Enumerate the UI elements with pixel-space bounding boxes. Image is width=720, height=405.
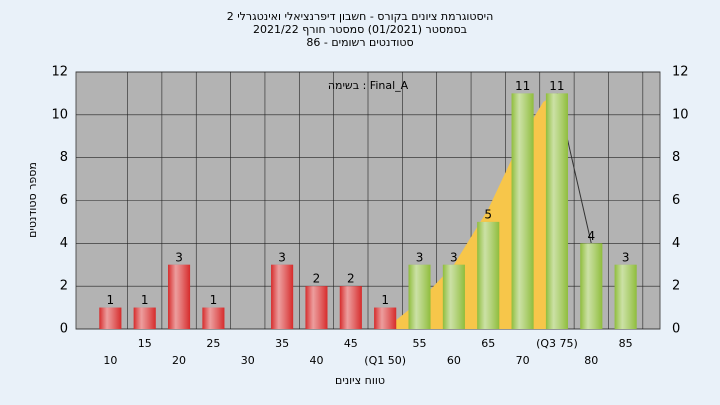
x-tick-label: (Q3 75)	[536, 337, 578, 350]
data-label: 1	[210, 293, 218, 307]
bar-shine	[580, 243, 603, 329]
y-tick-label-right: 12	[672, 65, 689, 80]
bar-shine	[99, 307, 122, 329]
x-axis-title: טווח ציונים	[335, 374, 385, 387]
title-line: היסטוגרמת ציונים בקורס - חשבון דיפרנציאל…	[227, 10, 494, 23]
data-label: 11	[549, 79, 564, 93]
bar-shine	[168, 264, 191, 329]
bar-shine	[408, 264, 431, 329]
data-label: 11	[515, 79, 530, 93]
y-axis-title: מספר סטודנטים	[26, 162, 39, 238]
x-tick-label: 65	[481, 337, 495, 350]
x-tick-label: 85	[619, 337, 633, 350]
y-tick-label-right: 2	[672, 279, 680, 294]
y-tick-label: 4	[60, 236, 68, 251]
data-label: 3	[175, 250, 183, 264]
data-label: 2	[313, 272, 321, 286]
annotation: בשימה : Final_A	[328, 79, 409, 92]
data-label: 3	[622, 250, 630, 264]
bar-shine	[202, 307, 225, 329]
y-tick-label: 0	[60, 322, 68, 337]
data-label: 1	[381, 293, 389, 307]
y-tick-label: 2	[60, 279, 68, 294]
y-tick-label-right: 10	[672, 107, 689, 122]
y-tick-label-right: 4	[672, 236, 680, 251]
x-tick-label: 15	[138, 337, 152, 350]
data-label: 4	[587, 229, 595, 243]
x-tick-label: 80	[584, 354, 598, 367]
bar-shine	[305, 286, 328, 329]
x-tick-label: 10	[103, 354, 117, 367]
data-label: 3	[450, 250, 458, 264]
x-tick-label: 45	[344, 337, 358, 350]
data-label: 5	[484, 207, 492, 221]
y-tick-label-right: 6	[672, 193, 680, 208]
bar-shine	[511, 93, 534, 330]
y-tick-label: 6	[60, 193, 68, 208]
y-tick-label-right: 8	[672, 150, 680, 165]
x-tick-label: 55	[413, 337, 427, 350]
y-tick-label-right: 0	[672, 322, 680, 337]
data-label: 1	[141, 293, 149, 307]
bar-shine	[133, 307, 156, 329]
bar-shine	[614, 264, 637, 329]
bar-shine	[374, 307, 397, 329]
bar-shine	[271, 264, 294, 329]
x-tick-label: 25	[206, 337, 220, 350]
x-tick-label: 70	[516, 354, 530, 367]
data-label: 3	[278, 250, 286, 264]
x-tick-label: 35	[275, 337, 289, 350]
data-label: 3	[416, 250, 424, 264]
x-tick-label: 40	[309, 354, 323, 367]
bar-shine	[442, 264, 465, 329]
title-line: סטודנטים רשומים - 86	[306, 36, 413, 49]
bar-shine	[545, 93, 568, 330]
bar-shine	[339, 286, 362, 329]
y-tick-label: 10	[51, 107, 68, 122]
x-tick-label: 30	[241, 354, 255, 367]
title-line: בסמסטר (01/2021) סמסטר חורף 2021/22	[253, 23, 467, 36]
x-tick-label: 60	[447, 354, 461, 367]
y-tick-label: 12	[51, 65, 68, 80]
bar-shine	[477, 221, 500, 329]
x-tick-label: (Q1 50)	[364, 354, 406, 367]
y-tick-label: 8	[60, 150, 68, 165]
data-label: 1	[107, 293, 115, 307]
data-label: 2	[347, 272, 355, 286]
x-tick-label: 20	[172, 354, 186, 367]
